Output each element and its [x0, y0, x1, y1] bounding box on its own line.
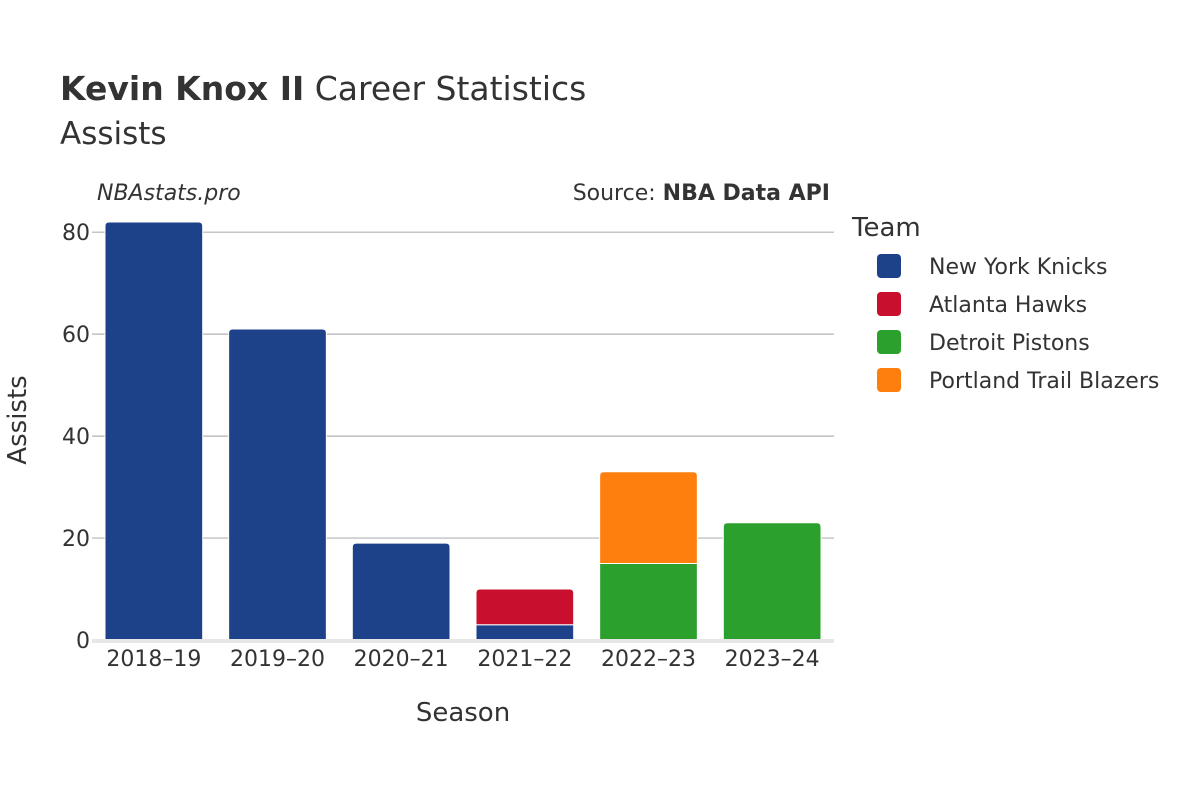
- y-tick-label: 80: [62, 221, 90, 246]
- bar-segment: [104, 221, 204, 641]
- x-tick-label: 2023–24: [725, 647, 820, 672]
- bar-segment: [475, 624, 575, 641]
- chart-title-rest: Career Statistics: [304, 69, 586, 108]
- y-axis-title: Assists: [3, 375, 33, 464]
- x-tick-label: 2020–21: [354, 647, 449, 672]
- legend-swatch: [877, 330, 901, 354]
- chart-title-player: Kevin Knox II: [60, 69, 304, 108]
- legend-label: New York Knicks: [929, 255, 1108, 280]
- bar-segment: [599, 563, 698, 641]
- x-tick-label: 2022–23: [601, 647, 696, 672]
- source-prefix: Source:: [573, 181, 663, 206]
- legend-swatch: [877, 368, 901, 392]
- legend-label: Detroit Pistons: [929, 331, 1090, 356]
- x-tick-label: 2018–19: [106, 647, 201, 672]
- bars: [104, 221, 822, 641]
- legend-label: Portland Trail Blazers: [929, 369, 1159, 394]
- chart-title: Kevin Knox II Career Statistics: [60, 69, 586, 108]
- bar-segment: [722, 522, 822, 641]
- legend-label: Atlanta Hawks: [929, 293, 1087, 318]
- y-tick-label: 60: [62, 323, 90, 348]
- y-tick-label: 40: [62, 425, 90, 450]
- bar-segment: [228, 328, 327, 641]
- x-tick-label: 2021–22: [477, 647, 572, 672]
- x-axis-title: Season: [416, 698, 510, 728]
- legend: Team New York Knicks Atlanta Hawks Detroit…: [851, 213, 1159, 394]
- x-tick-label: 2019–20: [230, 647, 325, 672]
- y-tick-label: 0: [76, 629, 90, 654]
- legend-title: Team: [851, 213, 921, 243]
- chart-subtitle: Assists: [60, 116, 167, 152]
- y-tick-label: 20: [62, 527, 90, 552]
- legend-swatch: [877, 292, 901, 316]
- source-credit: Source: NBA Data API: [573, 181, 830, 206]
- gridlines: [92, 231, 834, 539]
- source-name: NBA Data API: [663, 181, 830, 206]
- bar-segment: [599, 471, 698, 565]
- bar-segment: [351, 542, 451, 641]
- watermark: NBAstats.pro: [97, 181, 241, 206]
- x-axis-ticks: 2018–19 2019–20 2020–21 2021–22 2022–23 2023–…: [106, 647, 819, 672]
- y-axis-ticks: 0 20 40 60 80: [62, 221, 90, 654]
- bar-segment: [475, 588, 575, 626]
- legend-swatch: [877, 254, 901, 278]
